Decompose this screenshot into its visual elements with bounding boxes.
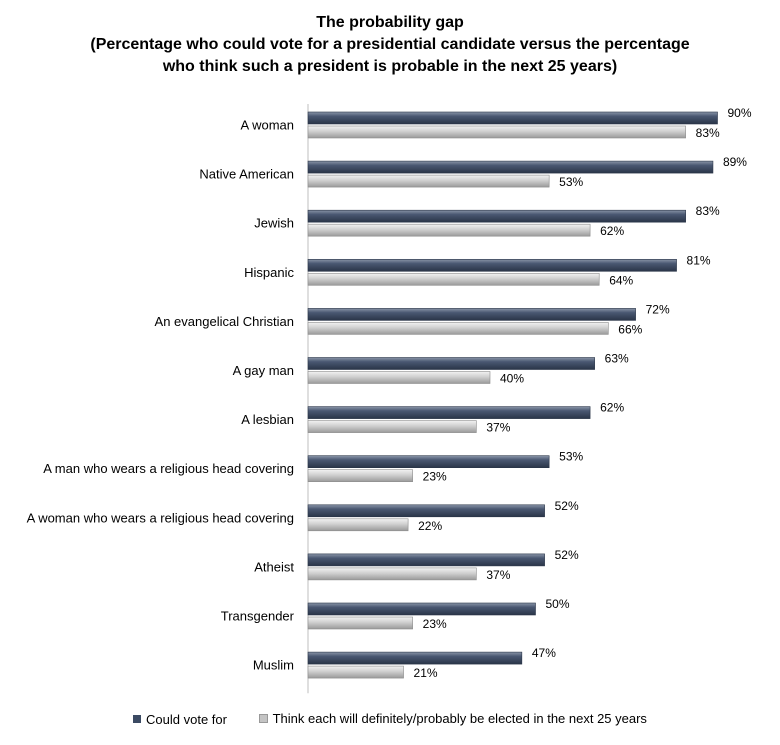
category-label-hispanic: Hispanic: [244, 265, 294, 280]
data-label-could-vote-jewish: 83%: [696, 204, 720, 218]
bar-elected-native-american: [307, 174, 550, 188]
bar-elected-an-evangelical-christian: [307, 322, 609, 335]
legend-swatch-dark: [133, 715, 142, 723]
data-label-could-vote-native-american: 89%: [723, 155, 747, 169]
bar-could-vote-a-woman: [307, 111, 718, 125]
category-label-jewish: Jewish: [254, 216, 294, 231]
data-label-elected-native-american: 53%: [559, 175, 583, 189]
category-label-transgender: Transgender: [221, 609, 295, 624]
legend-label-elected: Think each will definitely/probably be e…: [272, 711, 647, 726]
category-label-a-man-who-wears-a-religious-head-covering: A man who wears a religious head coverin…: [43, 461, 294, 476]
data-label-could-vote-a-man-who-wears-a-religious-head-covering: 53%: [559, 450, 583, 464]
legend-swatch-light: [258, 714, 268, 723]
data-label-elected-muslim: 21%: [414, 666, 438, 680]
data-label-elected-a-gay-man: 40%: [500, 372, 524, 386]
bar-could-vote-atheist: [307, 553, 545, 567]
data-label-could-vote-a-gay-man: 63%: [605, 352, 629, 366]
bar-could-vote-native-american: [307, 160, 714, 174]
bar-elected-transgender: [307, 616, 413, 630]
category-label-a-woman: A woman: [241, 118, 294, 133]
data-label-elected-a-woman: 83%: [696, 126, 720, 140]
category-label-a-lesbian: A lesbian: [241, 412, 294, 427]
data-label-elected-jewish: 62%: [600, 224, 624, 238]
data-label-could-vote-atheist: 52%: [555, 548, 579, 562]
bar-elected-hispanic: [307, 272, 600, 286]
legend-item-elected: Think each will definitely/probably be e…: [258, 711, 647, 726]
chart-title-line-1: The probability gap: [316, 14, 464, 31]
bar-could-vote-a-lesbian: [307, 406, 591, 419]
bar-elected-a-woman-who-wears-a-religious-head-covering: [307, 518, 409, 532]
legend-item-could-vote: Could vote for: [133, 712, 227, 727]
category-label-a-woman-who-wears-a-religious-head-covering: A woman who wears a religious head cover…: [27, 510, 294, 525]
legend: Could vote for Think each will definitel…: [0, 711, 780, 727]
data-label-could-vote-transgender: 50%: [546, 597, 570, 611]
bar-could-vote-muslim: [307, 651, 523, 665]
bar-elected-jewish: [307, 223, 591, 237]
chart-title: The probability gap (Percentage who coul…: [0, 12, 780, 78]
data-label-could-vote-a-woman-who-wears-a-religious-head-covering: 52%: [555, 499, 579, 513]
data-label-elected-transgender: 23%: [423, 617, 447, 631]
data-label-could-vote-muslim: 47%: [532, 646, 556, 660]
chart-title-line-2: (Percentage who could vote for a preside…: [90, 36, 690, 53]
data-label-could-vote-an-evangelical-christian: 72%: [646, 302, 670, 316]
data-label-elected-a-woman-who-wears-a-religious-head-covering: 22%: [418, 519, 442, 533]
category-label-native-american: Native American: [199, 167, 294, 182]
bar-elected-a-man-who-wears-a-religious-head-covering: [307, 469, 413, 483]
legend-label-could-vote: Could vote for: [146, 711, 227, 727]
bar-could-vote-jewish: [307, 209, 686, 223]
bar-elected-a-gay-man: [307, 371, 491, 384]
category-label-atheist: Atheist: [254, 559, 294, 574]
bar-elected-muslim: [307, 665, 404, 679]
bar-chart: A woman 90% 83% Native American 89% 53% Jewish…: [27, 104, 752, 694]
chart-title-line-3: who think such a president is probable i…: [162, 58, 618, 75]
category-label-a-gay-man: A gay man: [233, 363, 294, 378]
bar-could-vote-a-gay-man: [307, 357, 595, 370]
bar-could-vote-hispanic: [307, 258, 677, 272]
category-label-an-evangelical-christian: An evangelical Christian: [155, 314, 294, 329]
bar-could-vote-a-woman-who-wears-a-religious-head-covering: [307, 504, 545, 518]
category-label-muslim: Muslim: [253, 658, 294, 673]
data-label-could-vote-hispanic: 81%: [687, 253, 711, 267]
bar-elected-a-lesbian: [307, 420, 477, 433]
bar-could-vote-a-man-who-wears-a-religious-head-covering: [307, 455, 550, 469]
bar-elected-atheist: [307, 567, 477, 581]
data-label-could-vote-a-lesbian: 62%: [600, 401, 624, 415]
bar-could-vote-transgender: [307, 602, 536, 616]
data-label-could-vote-a-woman: 90%: [728, 106, 752, 120]
data-label-elected-an-evangelical-christian: 66%: [618, 322, 642, 336]
data-label-elected-hispanic: 64%: [609, 273, 633, 287]
data-label-elected-atheist: 37%: [486, 568, 510, 582]
bar-could-vote-an-evangelical-christian: [307, 308, 636, 321]
data-label-elected-a-man-who-wears-a-religious-head-covering: 23%: [423, 470, 447, 484]
bar-elected-a-woman: [307, 125, 686, 139]
data-label-elected-a-lesbian: 37%: [486, 421, 510, 435]
